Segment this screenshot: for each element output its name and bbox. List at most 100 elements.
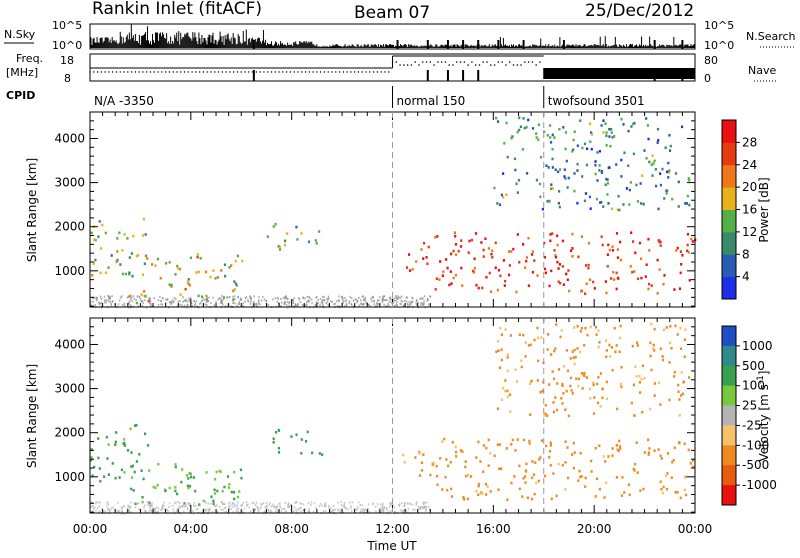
- range-cell: [617, 195, 620, 198]
- range-cell: [647, 438, 650, 442]
- range-cell: [396, 301, 398, 304]
- range-cell: [254, 503, 257, 506]
- range-cell: [187, 282, 190, 285]
- range-cell: [278, 304, 281, 307]
- range-cell: [268, 504, 271, 507]
- range-cell: [356, 508, 359, 511]
- range-cell: [657, 448, 660, 451]
- range-cell: [228, 295, 231, 298]
- x-tick-label: 16:00: [476, 522, 511, 536]
- range-cell: [628, 188, 631, 192]
- range-cell: [177, 300, 179, 303]
- range-cell: [214, 477, 217, 481]
- range-cell: [562, 283, 565, 287]
- range-cell: [668, 361, 671, 364]
- range-cell: [526, 496, 529, 500]
- range-cell: [324, 503, 326, 506]
- colorbar-tick-label: 8: [742, 247, 750, 261]
- range-cell: [295, 501, 297, 504]
- range-cell: [539, 195, 542, 199]
- range-cell: [454, 243, 458, 246]
- range-cell: [185, 474, 189, 477]
- range-cell: [160, 300, 163, 303]
- range-cell: [422, 453, 425, 457]
- range-cell: [189, 475, 193, 479]
- range-cell: [632, 152, 635, 156]
- nave-dot: [123, 71, 125, 73]
- range-cell: [573, 130, 576, 134]
- range-cell: [562, 365, 565, 368]
- range-cell: [552, 401, 555, 404]
- range-cell: [435, 464, 438, 468]
- range-cell: [248, 506, 250, 509]
- range-cell: [531, 270, 534, 274]
- range-cell: [245, 501, 248, 504]
- range-cell: [302, 509, 305, 512]
- range-cell: [234, 302, 236, 305]
- range-cell: [530, 380, 533, 383]
- range-cell: [527, 284, 530, 288]
- range-cell: [601, 387, 604, 391]
- nave-dot: [520, 64, 522, 66]
- range-cell: [625, 187, 629, 190]
- range-cell: [272, 503, 274, 506]
- range-cell: [491, 249, 494, 253]
- range-cell: [242, 501, 245, 504]
- range-cell: [607, 243, 610, 247]
- range-cell: [257, 507, 259, 510]
- range-cell: [321, 305, 324, 308]
- range-cell: [317, 301, 319, 304]
- range-cell: [423, 502, 425, 505]
- range-cell: [627, 129, 630, 133]
- range-cell: [187, 486, 190, 490]
- range-cell: [656, 258, 659, 262]
- range-cell: [577, 479, 580, 482]
- range-cell: [204, 303, 206, 306]
- range-cell: [324, 510, 327, 513]
- range-cell: [108, 295, 110, 298]
- range-cell: [232, 298, 235, 302]
- range-cell: [348, 302, 350, 305]
- range-cell: [608, 127, 611, 131]
- range-cell: [170, 301, 173, 304]
- range-cell: [659, 347, 662, 351]
- nave-dot: [263, 71, 265, 73]
- range-cell: [569, 249, 573, 253]
- range-cell: [504, 328, 507, 331]
- range-cell: [607, 202, 610, 205]
- range-cell: [628, 203, 631, 206]
- range-cell: [236, 503, 239, 506]
- nave-dot: [467, 64, 469, 66]
- cpid-segments: N/A -3350 normal 150 twofsound 3501: [94, 86, 645, 108]
- range-cell: [566, 186, 569, 189]
- range-cell: [610, 128, 613, 131]
- range-cell: [280, 510, 283, 513]
- range-cell: [159, 509, 162, 512]
- range-cell: [252, 507, 254, 510]
- range-cell: [257, 299, 260, 302]
- range-cell: [647, 137, 650, 141]
- range-cell: [336, 300, 338, 303]
- freq-strip: Freq. [MHz] 18 8 80 0 Nave: [6, 52, 778, 85]
- range-cell: [594, 446, 597, 450]
- range-cell: [641, 364, 645, 368]
- range-cell: [598, 169, 601, 172]
- nave-dot: [486, 61, 488, 63]
- range-cell: [588, 195, 591, 199]
- range-cell: [350, 303, 353, 306]
- range-cell: [327, 295, 330, 298]
- range-cell: [208, 508, 211, 511]
- range-cell: [168, 505, 170, 508]
- range-cell: [194, 489, 197, 493]
- range-cell: [181, 468, 184, 471]
- range-cell: [123, 505, 125, 508]
- range-cell: [224, 510, 227, 513]
- range-cell: [295, 225, 298, 229]
- range-cell: [223, 485, 226, 489]
- range-cell: [667, 176, 670, 179]
- range-cell: [135, 299, 137, 302]
- range-cell: [337, 501, 339, 504]
- range-cell: [96, 507, 99, 510]
- range-cell: [250, 297, 252, 300]
- range-cell: [666, 189, 669, 193]
